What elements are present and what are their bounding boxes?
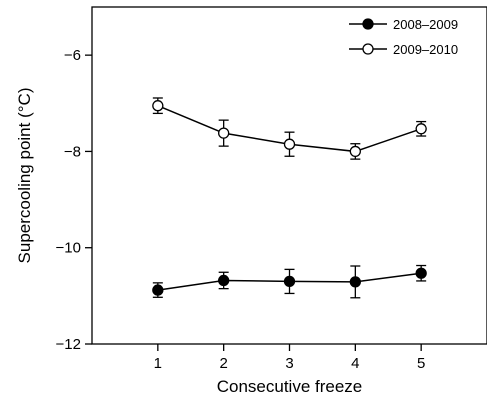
- x-tick-label: 3: [285, 355, 293, 372]
- data-point: [218, 127, 230, 139]
- data-point: [283, 275, 296, 288]
- data-point: [349, 145, 361, 158]
- legend-label: 2008–2009: [393, 17, 458, 32]
- data-point: [152, 284, 164, 296]
- legend-marker: [362, 18, 374, 30]
- x-tick-label: 4: [351, 355, 359, 372]
- y-axis: −6 −8 −10 −12: [56, 47, 92, 353]
- series-layer: [152, 97, 427, 299]
- data-point: [152, 100, 164, 112]
- x-tick-label: 5: [417, 355, 425, 372]
- x-tick-label: 1: [154, 355, 162, 372]
- data-point: [349, 276, 361, 288]
- y-tick-label: −10: [56, 240, 81, 257]
- y-tick-label: −12: [56, 336, 81, 353]
- data-point: [218, 274, 230, 287]
- legend: 2008–2009 2009–2010: [349, 17, 458, 57]
- series-1: [152, 264, 427, 299]
- data-point: [283, 138, 296, 150]
- y-tick-label: −6: [64, 47, 81, 64]
- data-point: [415, 123, 427, 135]
- series-2: [152, 97, 427, 160]
- data-point: [415, 267, 427, 279]
- x-axis-title: Consecutive freeze: [217, 377, 363, 396]
- x-axis: 1 2 3 4 5: [154, 344, 425, 372]
- y-axis-title: Supercooling point (°C): [15, 88, 34, 264]
- x-tick-label: 2: [219, 355, 227, 372]
- legend-marker: [362, 43, 374, 55]
- y-tick-label: −8: [64, 143, 81, 160]
- legend-label: 2009–2010: [393, 42, 458, 57]
